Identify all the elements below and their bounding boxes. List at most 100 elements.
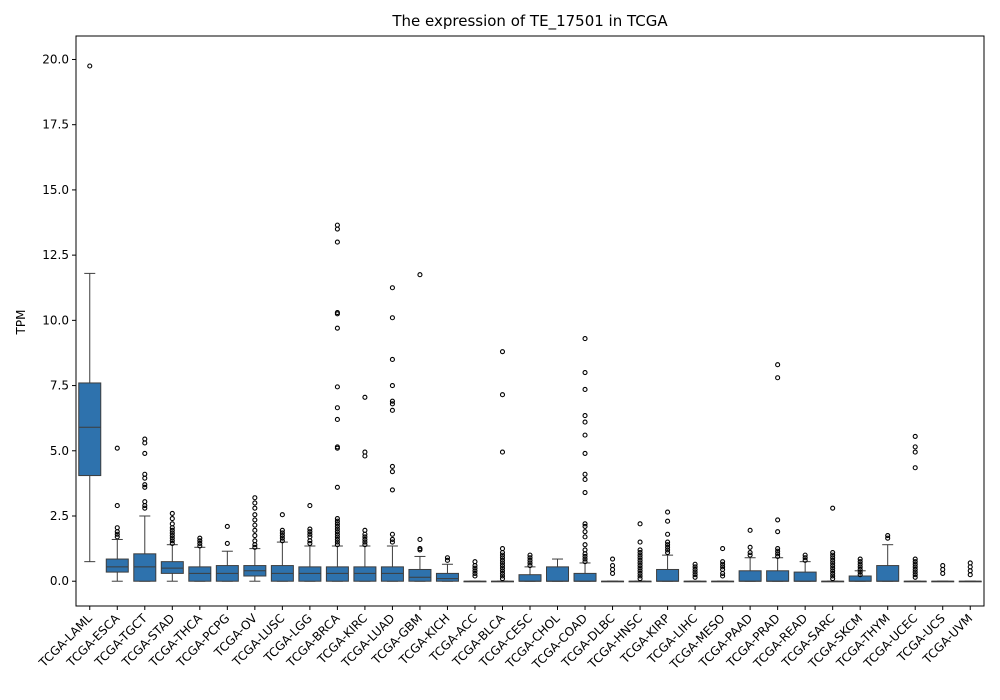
outlier-point: [637, 565, 643, 571]
plot-frame: [75, 35, 985, 607]
outlier-point: [224, 523, 230, 529]
outlier-point: [114, 531, 120, 537]
box-tcga-lusc: [270, 512, 294, 582]
outlier-point: [912, 566, 918, 573]
outlier-point: [830, 570, 836, 576]
outlier-point: [637, 539, 643, 545]
outlier-point: [857, 564, 863, 570]
outlier-point: [912, 574, 918, 580]
plot-area: [78, 63, 982, 583]
box-iqr: [160, 561, 184, 574]
outlier-point: [87, 63, 93, 69]
outlier-point: [499, 570, 506, 576]
outlier-point: [472, 568, 478, 574]
outlier-point: [499, 557, 506, 563]
outlier-point: [637, 573, 643, 579]
outlier-point: [169, 510, 175, 516]
y-tick-label: 15.0: [42, 183, 69, 197]
outlier-point: [582, 547, 588, 553]
outlier-point: [362, 539, 368, 545]
outlier-point: [472, 570, 478, 576]
outlier-point: [775, 551, 781, 557]
outlier-point: [362, 542, 368, 548]
outlier-point: [582, 534, 588, 540]
outlier-point: [169, 533, 175, 539]
outlier-point: [747, 549, 753, 556]
box-tcga-paad: [738, 527, 762, 582]
outlier-point: [775, 553, 781, 559]
outlier-point: [720, 561, 726, 567]
outlier-point: [252, 495, 258, 501]
box-iqr: [518, 574, 542, 582]
outlier-point: [637, 568, 643, 574]
outlier-point: [472, 565, 478, 571]
box-tcga-thca: [188, 535, 212, 582]
outlier-point: [499, 565, 506, 571]
y-axis: 0.0 2.5 5.0 7.5 10.0 12.5 15.0 17.5 20.0: [42, 52, 76, 588]
outlier-point: [802, 552, 808, 558]
y-tick-label: 20.0: [42, 52, 69, 66]
box-iqr: [188, 566, 212, 582]
outlier-point: [692, 566, 698, 573]
box-tcga-chol: [546, 558, 570, 582]
box-iqr: [738, 570, 762, 582]
box-iqr: [876, 565, 900, 582]
y-tick-label: 10.0: [42, 313, 69, 327]
outlier-point: [499, 555, 506, 561]
outlier-point: [142, 482, 148, 488]
outlier-point: [609, 556, 616, 562]
outlier-point: [417, 536, 423, 543]
outlier-point: [747, 552, 753, 558]
outlier-point: [582, 413, 588, 419]
outlier-point: [334, 531, 340, 537]
box-tcga-kich: [435, 555, 459, 582]
outlier-point: [114, 534, 120, 540]
outlier-point: [169, 538, 175, 544]
outlier-point: [775, 517, 781, 523]
outlier-point: [747, 527, 753, 533]
box-tcga-laml: [78, 63, 102, 563]
outlier-point: [692, 561, 698, 567]
outlier-point: [747, 544, 753, 550]
outlier-point: [582, 529, 588, 535]
box-tcga-lgg: [298, 503, 322, 582]
outlier-point: [334, 536, 340, 543]
outlier-point: [637, 576, 643, 582]
outlier-point: [142, 450, 148, 456]
outlier-point: [197, 535, 203, 541]
y-tick-label: 12.5: [42, 248, 69, 262]
outlier-point: [582, 489, 588, 496]
outlier-point: [252, 527, 258, 533]
outlier-point: [967, 560, 973, 566]
outlier-point: [417, 272, 423, 278]
outlier-point: [334, 534, 340, 540]
outlier-point: [279, 538, 285, 544]
outlier-point: [334, 384, 340, 390]
outlier-point: [417, 546, 423, 552]
outlier-point: [334, 416, 340, 423]
outlier-point: [582, 386, 588, 393]
box-tcga-meso: [711, 546, 735, 583]
box-iqr: [573, 572, 597, 582]
outlier-point: [830, 555, 836, 561]
outlier-point: [334, 309, 340, 316]
outlier-point: [389, 356, 395, 363]
outlier-point: [637, 555, 643, 561]
box-iqr: [298, 566, 322, 582]
outlier-point: [334, 529, 340, 535]
outlier-point: [279, 530, 285, 536]
outlier-point: [582, 369, 588, 376]
outlier-point: [665, 549, 671, 556]
outlier-point: [582, 559, 588, 565]
outlier-point: [389, 531, 395, 537]
box-iqr: [105, 558, 129, 573]
outlier-point: [389, 398, 395, 404]
outlier-point: [252, 505, 258, 511]
outlier-point: [885, 533, 891, 539]
outlier-point: [472, 573, 478, 579]
y-tick-label: 0.0: [50, 574, 69, 588]
outlier-point: [720, 566, 726, 573]
outlier-point: [142, 499, 148, 505]
outlier-point: [720, 564, 726, 570]
